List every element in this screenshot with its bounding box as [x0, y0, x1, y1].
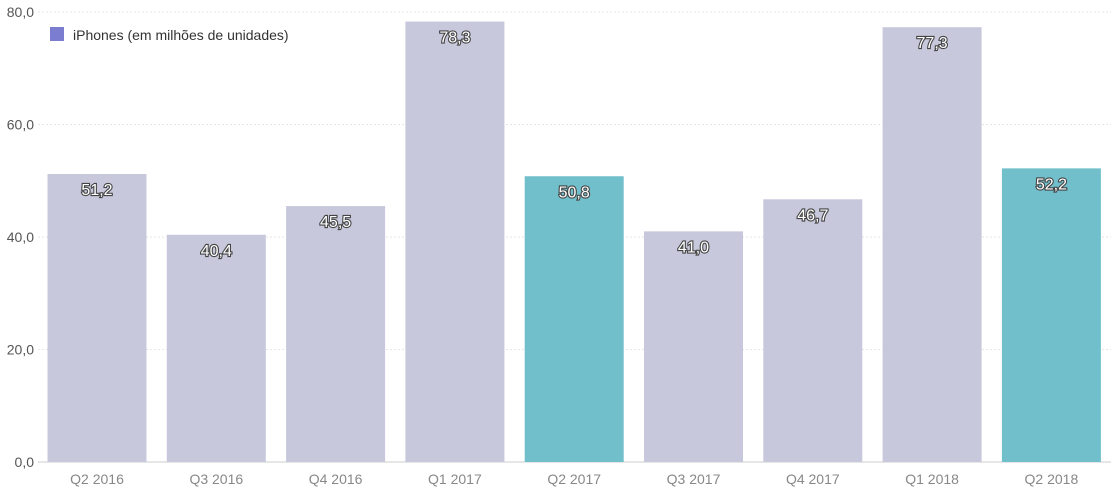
y-axis: 0,0 20,0 40,0 60,0 80,0 — [7, 4, 34, 470]
value-labels: 51,2 40,4 45,5 78,3 50,8 41,0 46,7 77,3 52,2 — [80, 28, 1068, 260]
x-tick-label: Q3 2016 — [189, 471, 243, 487]
x-tick-label: Q1 2017 — [428, 471, 482, 487]
x-tick-label: Q1 2018 — [905, 471, 959, 487]
bar — [524, 176, 624, 462]
bar-value-label: 77,3 — [917, 35, 948, 52]
bar — [405, 21, 505, 462]
legend-swatch — [50, 27, 64, 41]
x-axis: Q2 2016 Q3 2016 Q4 2016 Q1 2017 Q2 2017 Q3 20… — [70, 471, 1078, 487]
y-tick-label: 20,0 — [7, 342, 34, 358]
x-tick-label: Q4 2016 — [309, 471, 363, 487]
bar-value-label: 52,2 — [1036, 176, 1067, 193]
bar — [47, 174, 147, 462]
x-tick-label: Q2 2016 — [70, 471, 124, 487]
x-tick-label: Q2 2017 — [547, 471, 601, 487]
bar-value-label: 41,0 — [678, 239, 709, 256]
bar — [763, 199, 863, 462]
legend-label: iPhones (em milhões de unidades) — [73, 27, 289, 43]
bar — [1001, 168, 1101, 462]
y-tick-label: 80,0 — [7, 4, 34, 20]
bar-value-label: 78,3 — [439, 30, 470, 47]
bar-value-label: 51,2 — [81, 182, 112, 199]
x-tick-label: Q3 2017 — [667, 471, 721, 487]
bar-value-label: 40,4 — [201, 243, 232, 260]
bar-value-label: 50,8 — [559, 184, 590, 201]
x-tick-label: Q4 2017 — [786, 471, 840, 487]
y-tick-label: 40,0 — [7, 229, 34, 245]
y-tick-label: 60,0 — [7, 117, 34, 133]
bar — [166, 234, 266, 462]
bar — [882, 27, 982, 462]
bar — [286, 206, 386, 462]
bars — [47, 21, 1101, 462]
legend: iPhones (em milhões de unidades) — [50, 27, 289, 43]
bar-value-label: 46,7 — [797, 207, 828, 224]
bar — [644, 231, 743, 462]
y-tick-label: 0,0 — [15, 454, 35, 470]
bar-value-label: 45,5 — [320, 214, 351, 231]
x-tick-label: Q2 2018 — [1025, 471, 1079, 487]
